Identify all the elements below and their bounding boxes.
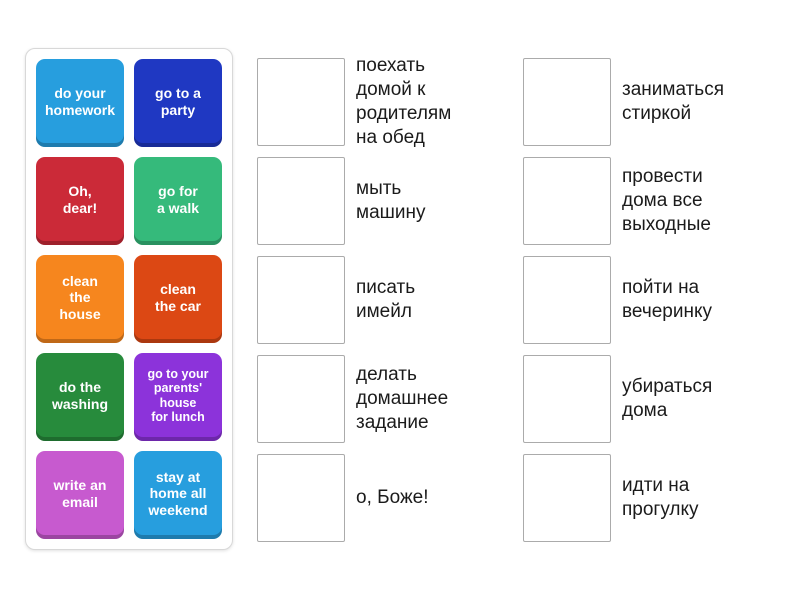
answer-dropzone[interactable] bbox=[523, 157, 611, 245]
tile-clean-the-house[interactable]: clean the house bbox=[36, 255, 124, 343]
clue-text: поехать домой к родителям на обед bbox=[356, 55, 452, 148]
match-row: провести дома все выходные bbox=[523, 157, 795, 245]
match-row: делать домашнее задание bbox=[257, 355, 512, 443]
answer-dropzone[interactable] bbox=[257, 256, 345, 344]
match-row: заниматься стиркой bbox=[523, 58, 795, 146]
tile-go-to-your-parents-house-for-lunch[interactable]: go to your parents' house for lunch bbox=[134, 353, 222, 441]
tile-do-the-washing[interactable]: do the washing bbox=[36, 353, 124, 441]
clue-text: мыть машину bbox=[356, 178, 426, 223]
answer-dropzone[interactable] bbox=[257, 454, 345, 542]
match-row: поехать домой к родителям на обед bbox=[257, 55, 512, 148]
tile-panel: do your homework go to a party Oh, dear!… bbox=[25, 48, 233, 550]
match-column-middle: поехать домой к родителям на обед мыть м… bbox=[257, 55, 512, 542]
match-row: пойти на вечеринку bbox=[523, 256, 795, 344]
tile-do-your-homework[interactable]: do your homework bbox=[36, 59, 124, 147]
clue-text: о, Боже! bbox=[356, 487, 429, 508]
clue-text: идти на прогулку bbox=[622, 475, 699, 520]
answer-dropzone[interactable] bbox=[523, 454, 611, 542]
match-row: о, Боже! bbox=[257, 454, 512, 542]
answer-dropzone[interactable] bbox=[523, 58, 611, 146]
match-row: идти на прогулку bbox=[523, 454, 795, 542]
answer-dropzone[interactable] bbox=[523, 355, 611, 443]
match-row: писать имейл bbox=[257, 256, 512, 344]
answer-dropzone[interactable] bbox=[257, 355, 345, 443]
clue-text: пойти на вечеринку bbox=[622, 277, 712, 322]
tile-write-an-email[interactable]: write an email bbox=[36, 451, 124, 539]
clue-text: провести дома все выходные bbox=[622, 166, 711, 235]
tile-go-to-a-party[interactable]: go to a party bbox=[134, 59, 222, 147]
answer-dropzone[interactable] bbox=[523, 256, 611, 344]
answer-dropzone[interactable] bbox=[257, 58, 345, 146]
clue-text: убираться дома bbox=[622, 376, 713, 421]
match-row: убираться дома bbox=[523, 355, 795, 443]
tile-go-for-a-walk[interactable]: go for a walk bbox=[134, 157, 222, 245]
tile-oh-dear[interactable]: Oh, dear! bbox=[36, 157, 124, 245]
clue-text: заниматься стиркой bbox=[622, 79, 724, 124]
tile-clean-the-car[interactable]: clean the car bbox=[134, 255, 222, 343]
match-row: мыть машину bbox=[257, 157, 512, 245]
answer-dropzone[interactable] bbox=[257, 157, 345, 245]
tile-stay-at-home-all-weekend[interactable]: stay at home all weekend bbox=[134, 451, 222, 539]
clue-text: писать имейл bbox=[356, 277, 416, 322]
clue-text: делать домашнее задание bbox=[356, 364, 449, 433]
match-column-right: заниматься стиркой провести дома все вых… bbox=[523, 58, 795, 542]
